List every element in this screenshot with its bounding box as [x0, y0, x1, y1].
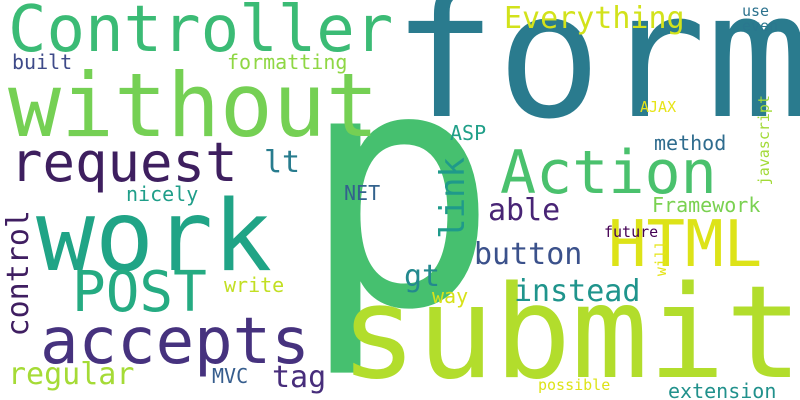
word-control: control [1, 210, 36, 337]
word-link: link [433, 157, 473, 239]
word-will: will [652, 240, 670, 277]
word-everything: Everything [504, 1, 685, 36]
word-button: button [474, 237, 583, 272]
word-even: even [742, 17, 779, 35]
word-work: work [36, 180, 273, 294]
word-form: form [392, 0, 800, 158]
word-ajax: AJAX [640, 98, 677, 116]
word-mvc: MVC [212, 364, 249, 388]
word-regular: regular [8, 357, 135, 392]
word-action: Action [500, 138, 717, 208]
word-instead: instead [514, 274, 641, 309]
word-p: p [300, 0, 499, 382]
word-write: write [224, 273, 285, 297]
word-post: POST [72, 260, 207, 325]
word-request: request [10, 131, 238, 194]
word-possible: possible [538, 376, 611, 394]
word-javascript: javascript [755, 95, 773, 186]
word-submit: submit [340, 259, 800, 400]
word-formatting: formatting [227, 50, 348, 74]
word-net: NET [344, 181, 381, 205]
word-html: HTML [608, 208, 763, 282]
word-gt: gt [404, 259, 441, 294]
word-nicely: nicely [126, 182, 199, 206]
word-accepts: accepts [40, 305, 310, 379]
word-controller: Controller [8, 0, 394, 67]
word-without: without [8, 54, 379, 157]
word-use: use [742, 2, 770, 20]
word-method: method [654, 131, 727, 155]
word-tag: tag [272, 360, 327, 395]
word-lt: lt [264, 145, 301, 180]
word-framework: Framework [652, 193, 761, 217]
word-future: future [604, 223, 659, 241]
word-able: able [488, 193, 561, 228]
word-built: built [12, 50, 73, 74]
word-extension: extension [668, 379, 777, 400]
word-asp: ASP [450, 121, 487, 145]
word-way: way [432, 284, 469, 308]
